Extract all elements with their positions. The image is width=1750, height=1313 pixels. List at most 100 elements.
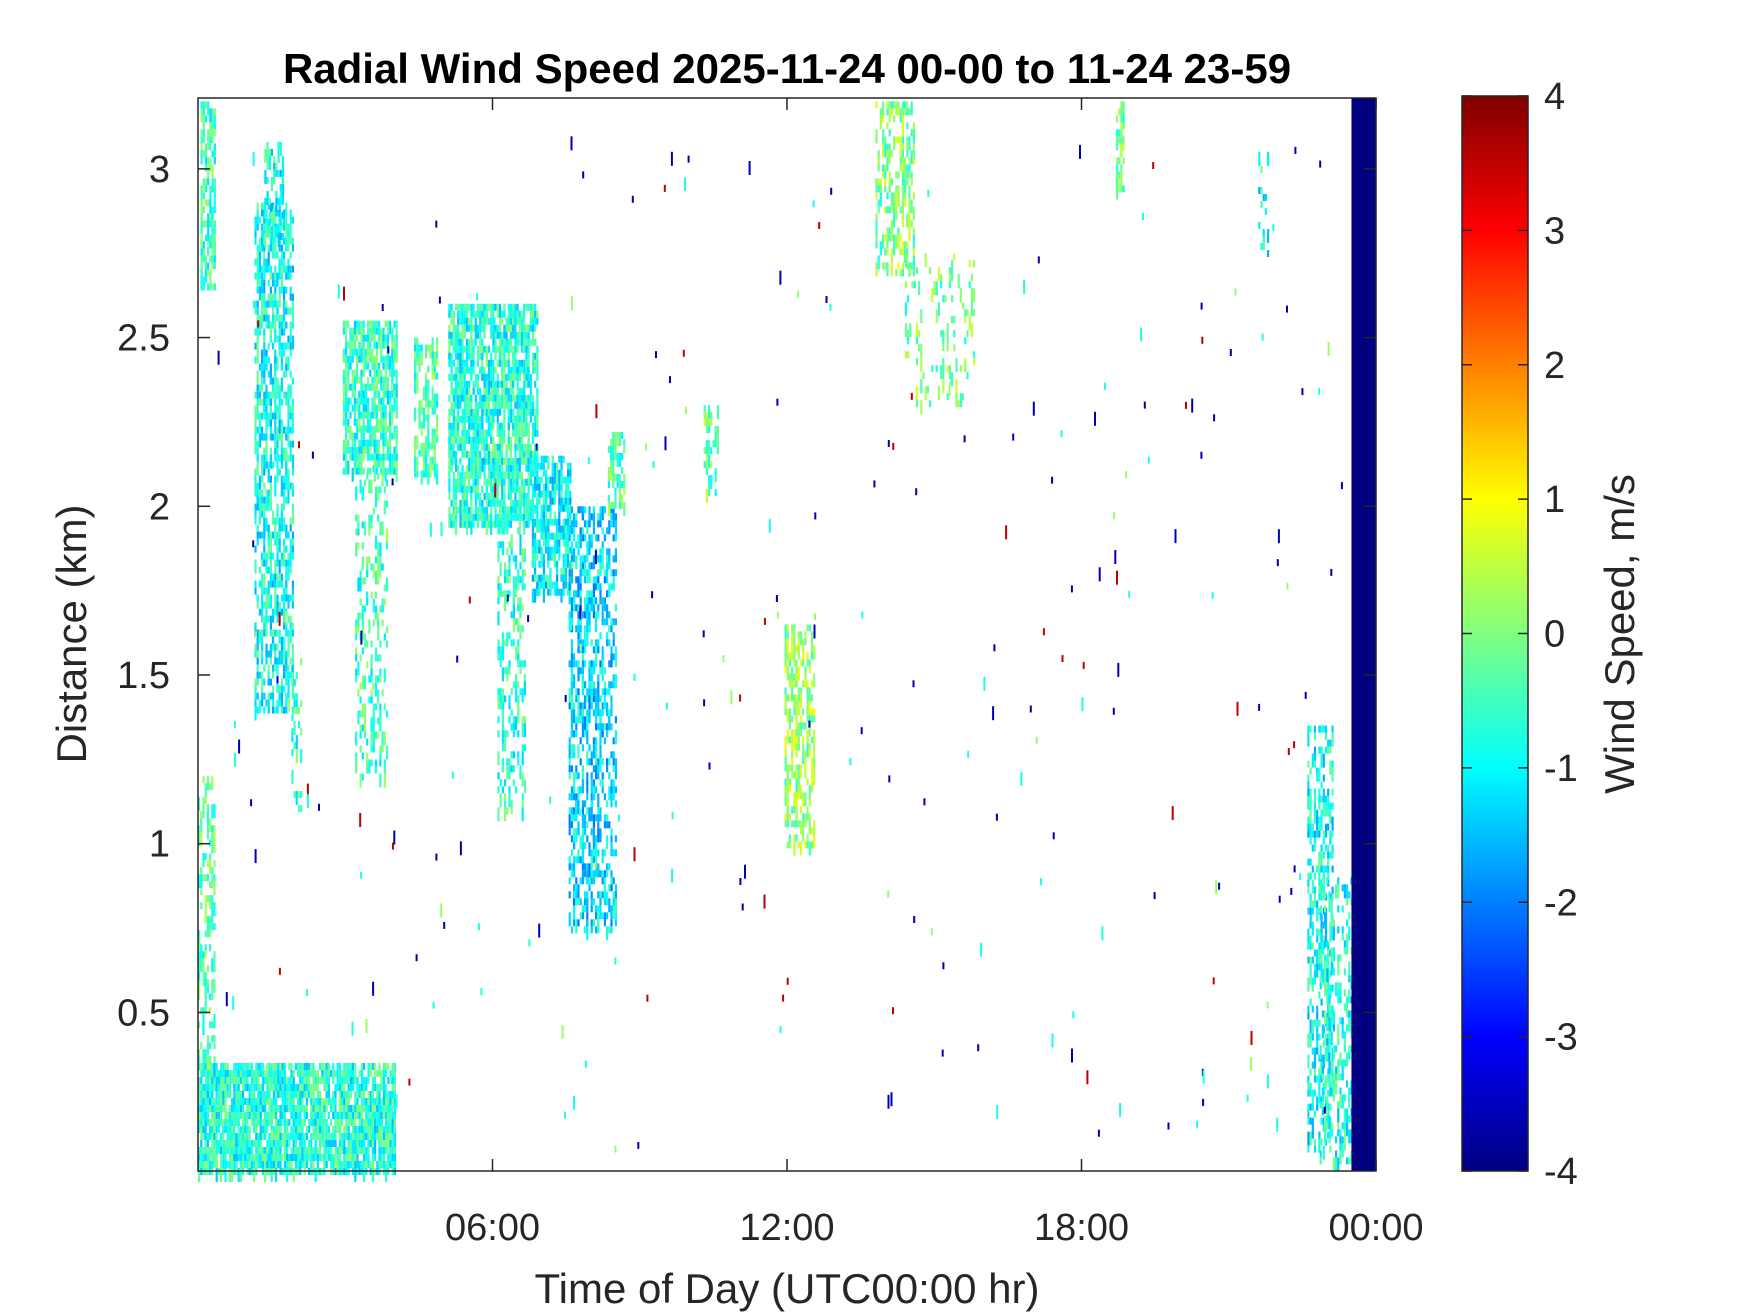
heatmap-cell [512,366,515,374]
heatmap-cell [261,559,264,567]
heatmap-cell [376,1084,379,1091]
heatmap-cell [459,436,462,444]
heatmap-cell [289,671,292,679]
heatmap-cell [352,1084,355,1091]
heatmap-cell [414,351,417,359]
heatmap-cell [204,1070,207,1077]
heatmap-cell [468,394,471,402]
heatmap-cell [382,467,385,475]
heatmap-cell [291,706,294,714]
heatmap-cell [389,320,392,328]
heatmap-cell [264,1168,267,1182]
heatmap-cell [361,703,364,718]
heatmap-cell [269,552,272,560]
heatmap-cell [211,839,214,847]
heatmap-cell [382,1070,385,1077]
heatmap-cell [354,1091,357,1105]
heatmap-cell [291,587,294,595]
heatmap-cell [267,601,270,609]
heatmap-cell [288,1140,291,1147]
heatmap-cell [259,1084,262,1091]
heatmap-cell [450,422,453,430]
heatmap-cell [347,1063,350,1077]
heatmap-cell [521,625,524,633]
heatmap-cell [579,912,582,920]
heatmap-cell [461,520,464,528]
heatmap-cell [538,476,541,484]
heatmap-cell [283,559,286,567]
heatmap-cell [510,688,513,696]
heatmap-cell [385,1098,388,1105]
heatmap-cell [431,407,434,415]
heatmap-cell [293,742,296,750]
heatmap-cell [465,436,469,444]
heatmap-cell [504,667,507,675]
heatmap-cell [345,425,348,433]
heatmap-cell [391,348,394,363]
heatmap-cell [468,345,471,353]
heatmap-cell [314,1098,317,1105]
heatmap-cell [603,891,606,899]
heatmap-cell [391,1133,394,1147]
heatmap-cell [280,608,283,616]
heatmap-cell [209,234,212,242]
heatmap-cell [280,384,283,392]
heatmap-cell [213,108,216,116]
heatmap-cell [270,1077,273,1084]
heatmap-cell [202,860,205,868]
heatmap-cell [354,1140,357,1154]
heatmap-cell [454,499,458,507]
heatmap-cell [291,489,294,497]
heatmap-cell [523,499,526,507]
heatmap-cell [291,538,294,546]
heatmap-cell [547,574,550,582]
heatmap-cell [465,324,469,332]
heatmap-cell [272,1161,275,1168]
heatmap-cell [581,639,584,647]
heatmap-cell [359,745,362,753]
heatmap-cell [470,457,473,465]
heatmap-cell [452,359,455,367]
heatmap-cell [479,436,482,444]
heatmap-cell [531,338,535,346]
heatmap-cell [463,513,466,521]
heatmap-cell [509,317,513,325]
heatmap-cell [265,594,268,602]
heatmap-cell [588,814,591,822]
heatmap-cell [308,1077,311,1084]
heatmap-cell [418,358,421,373]
heatmap-cell [568,828,571,836]
heatmap-cell [586,779,589,787]
heatmap-cell [269,202,272,217]
heatmap-cell [586,541,589,556]
heatmap-cell [220,1154,223,1161]
heatmap-cell [457,478,460,493]
heatmap-cell [503,478,506,486]
heatmap-cell [360,446,363,454]
heatmap-cell [592,898,595,906]
heatmap-cell [345,1147,348,1154]
heatmap-cell [577,884,580,899]
heatmap-cell [274,363,277,378]
heatmap-cell [520,345,524,353]
heatmap-cell [378,334,381,342]
heatmap-cell [263,482,266,490]
heatmap-cell [354,1077,357,1084]
heatmap-cell [373,397,376,405]
heatmap-cell [198,797,201,812]
heatmap-cell [378,1140,381,1147]
heatmap-cell [503,520,506,535]
heatmap-cell [363,717,367,732]
heatmap-cell [305,1161,308,1168]
heatmap-cell [263,706,266,714]
heatmap-cell [347,404,350,412]
heatmap-cell [301,1077,304,1084]
heatmap-cell [371,1112,374,1119]
heatmap-cell [463,422,466,437]
heatmap-cell [496,429,499,437]
heatmap-cell [367,1063,370,1070]
heatmap-cell [461,436,464,444]
heatmap-cell [487,450,491,458]
heatmap-cell [499,541,502,549]
heatmap-cell [327,1133,330,1140]
